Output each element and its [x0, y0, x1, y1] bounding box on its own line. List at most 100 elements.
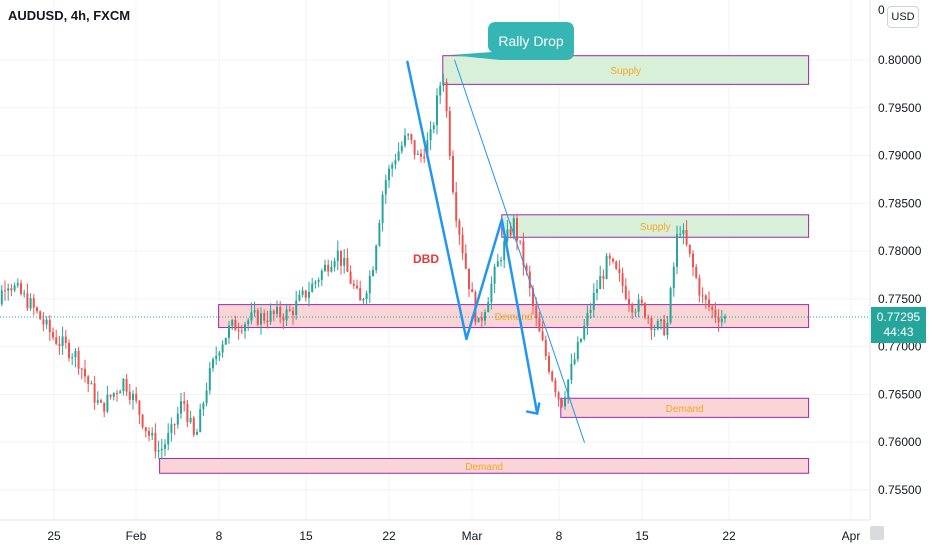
- dbd-label: DBD: [413, 252, 439, 266]
- candle-body: [423, 156, 426, 159]
- candle-body: [381, 194, 384, 223]
- rally-drop-callout: Rally Drop: [450, 22, 574, 60]
- candle-body: [631, 304, 634, 313]
- candle-body: [224, 337, 227, 345]
- x-tick-label: 22: [722, 529, 736, 543]
- candle-body: [189, 417, 192, 423]
- candle-body: [660, 319, 662, 322]
- candle-body: [324, 264, 326, 271]
- candle-body: [80, 368, 83, 370]
- candle-body: [669, 288, 672, 323]
- candle-body: [205, 390, 208, 404]
- candle-body: [13, 285, 16, 291]
- candle-body: [100, 400, 102, 403]
- candle-body: [634, 311, 637, 313]
- candle-body: [279, 306, 282, 318]
- candle-body: [442, 82, 445, 86]
- candle-body: [55, 337, 58, 344]
- candle-body: [119, 391, 122, 394]
- candle-body: [704, 295, 707, 300]
- candle-body: [496, 261, 499, 267]
- candle-body: [692, 253, 694, 268]
- candle-body: [378, 222, 381, 246]
- candle-body: [135, 393, 138, 401]
- y-tick-label: 0.77000: [878, 340, 922, 354]
- candle-body: [221, 344, 224, 353]
- candle-body: [362, 298, 365, 301]
- drawings: [406, 59, 585, 443]
- candle-body: [724, 316, 726, 319]
- candle-body: [192, 417, 195, 435]
- supply-zone: [442, 55, 810, 85]
- currency-button[interactable]: USD: [887, 6, 919, 28]
- callout-label: Rally Drop: [498, 33, 564, 49]
- candle-body: [720, 318, 723, 323]
- candle-body: [176, 413, 179, 425]
- blue-zigzag: [406, 60, 539, 415]
- candle-body: [532, 288, 534, 307]
- candle-body: [228, 325, 230, 338]
- candle-body: [512, 218, 515, 236]
- candle-body: [10, 288, 13, 291]
- y-tick-label: 0.76000: [878, 435, 922, 449]
- candle-body: [567, 379, 570, 398]
- candle-body: [573, 359, 576, 364]
- candle-body: [605, 255, 608, 279]
- candle-body: [506, 229, 509, 241]
- candle-body: [276, 306, 278, 314]
- candle-body: [282, 317, 285, 321]
- candle-body: [647, 317, 650, 319]
- candle-body: [551, 371, 554, 381]
- candle-body: [32, 298, 35, 308]
- candle-body: [452, 155, 454, 193]
- candle-body: [679, 233, 682, 235]
- candle-body: [480, 317, 483, 321]
- candle-body: [112, 392, 115, 397]
- candle-body: [420, 153, 422, 157]
- y-tick-label: 0.78000: [878, 244, 922, 258]
- candle-body: [269, 310, 272, 323]
- candle-body: [4, 290, 6, 292]
- candle-body: [714, 309, 717, 318]
- candle-body: [170, 424, 173, 433]
- candle-body: [231, 319, 234, 326]
- candle-body: [164, 444, 166, 449]
- candle-body: [640, 299, 643, 304]
- candle-body: [186, 403, 189, 423]
- candle-body: [400, 145, 403, 152]
- candle-body: [487, 302, 490, 313]
- y-tick-label: 0.77500: [878, 292, 922, 306]
- demand-zone-label: Demand: [666, 404, 704, 415]
- candle-body: [544, 340, 547, 356]
- candle-body: [596, 289, 598, 293]
- candle-body: [608, 255, 611, 259]
- candle-body: [295, 300, 298, 316]
- candle-body: [340, 250, 342, 266]
- candle-body: [151, 432, 154, 436]
- candle-body: [477, 317, 480, 323]
- candle-body: [624, 285, 627, 299]
- x-tick-label: Mar: [462, 529, 483, 543]
- candle-body: [349, 271, 352, 284]
- candle-body: [0, 290, 3, 305]
- candle-body: [148, 431, 150, 436]
- x-tick-label: 8: [556, 529, 563, 543]
- candle-body: [388, 168, 390, 181]
- candle-body: [592, 292, 595, 310]
- candle-body: [436, 95, 438, 126]
- candle-body: [384, 180, 387, 195]
- candle-body: [109, 394, 112, 397]
- candle-body: [116, 392, 118, 394]
- candle-body: [292, 310, 294, 316]
- candle-body: [157, 450, 160, 452]
- candle-body: [618, 268, 621, 274]
- candle-body: [314, 281, 317, 284]
- candle-body: [688, 244, 691, 254]
- candle-body: [304, 290, 307, 298]
- blue-trendline: [454, 59, 585, 443]
- candle-body: [407, 134, 410, 136]
- candle-body: [490, 283, 493, 303]
- candle-body: [448, 111, 451, 156]
- candle-body: [439, 85, 442, 96]
